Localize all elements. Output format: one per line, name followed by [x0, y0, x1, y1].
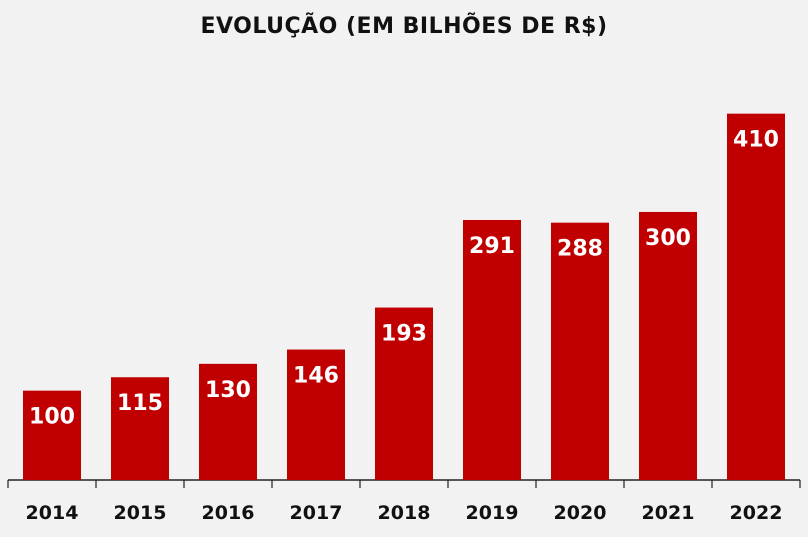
bar-2015 [111, 377, 169, 480]
x-tick-label-2015: 2015 [114, 502, 167, 524]
bar-value-label-2019: 291 [469, 234, 515, 259]
x-tick-label-2020: 2020 [554, 502, 607, 524]
x-tick-label-2018: 2018 [378, 502, 431, 524]
x-tick-label-2017: 2017 [290, 502, 343, 524]
bar-2018 [375, 307, 433, 480]
x-tick-label-2019: 2019 [466, 502, 519, 524]
bar-2019 [463, 219, 521, 480]
bar-value-label-2022: 410 [733, 128, 779, 153]
bar-value-label-2014: 100 [29, 405, 75, 430]
bar-2017 [287, 349, 345, 480]
x-tick-label-2014: 2014 [26, 502, 79, 524]
bar-value-label-2021: 300 [645, 226, 691, 251]
bar-2016 [199, 363, 257, 480]
bar-2020 [551, 222, 609, 480]
bar-value-label-2018: 193 [381, 322, 427, 347]
bar-2021 [639, 211, 697, 480]
bar-value-label-2015: 115 [117, 391, 163, 416]
bar-2022 [727, 113, 785, 480]
x-tick-label-2022: 2022 [730, 502, 783, 524]
x-tick-label-2021: 2021 [642, 502, 695, 524]
chart-title: EVOLUÇÃO (EM BILHÕES DE R$) [200, 14, 608, 39]
bar-value-label-2017: 146 [293, 364, 339, 389]
bar-value-label-2020: 288 [557, 237, 603, 262]
x-tick-label-2016: 2016 [202, 502, 255, 524]
bar-2014 [23, 390, 81, 480]
bar-value-label-2016: 130 [205, 378, 251, 403]
